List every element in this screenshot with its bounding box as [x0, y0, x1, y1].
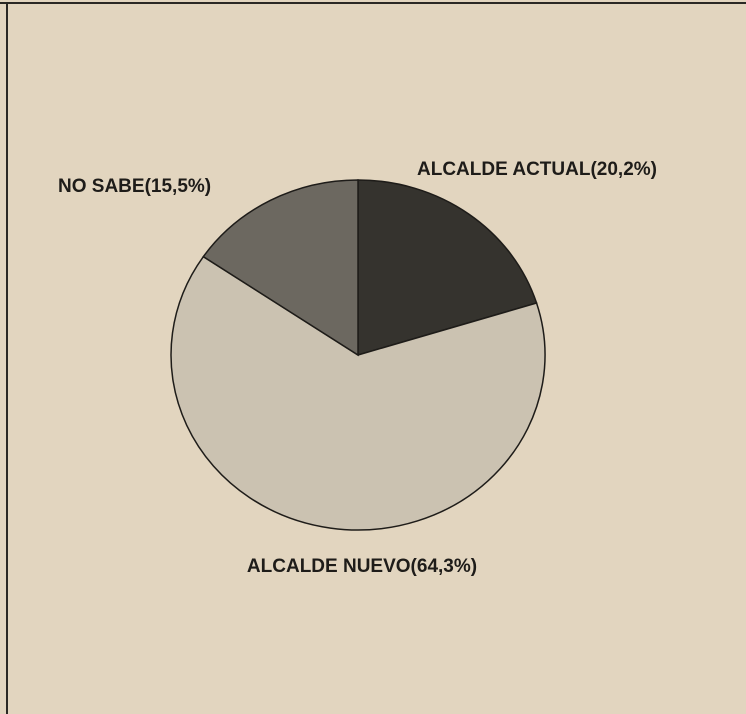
category-name: NO SABE [58, 176, 145, 197]
pie-slice [357, 179, 538, 356]
category-name: ALCALDE ACTUAL [417, 159, 591, 180]
slice-label: ALCALDE ACTUAL(20,2%) [417, 159, 657, 180]
slice-label: NO SABE(15,5%) [58, 176, 211, 197]
value-label: (64,3%) [411, 556, 478, 577]
pie-slice [170, 255, 546, 531]
pie-slice [202, 179, 359, 357]
category-name: ALCALDE NUEVO [247, 556, 411, 577]
slice-label: ALCALDE NUEVO(64,3%) [247, 556, 477, 577]
value-label: (15,5%) [145, 176, 212, 197]
value-label: (20,2%) [590, 159, 657, 180]
